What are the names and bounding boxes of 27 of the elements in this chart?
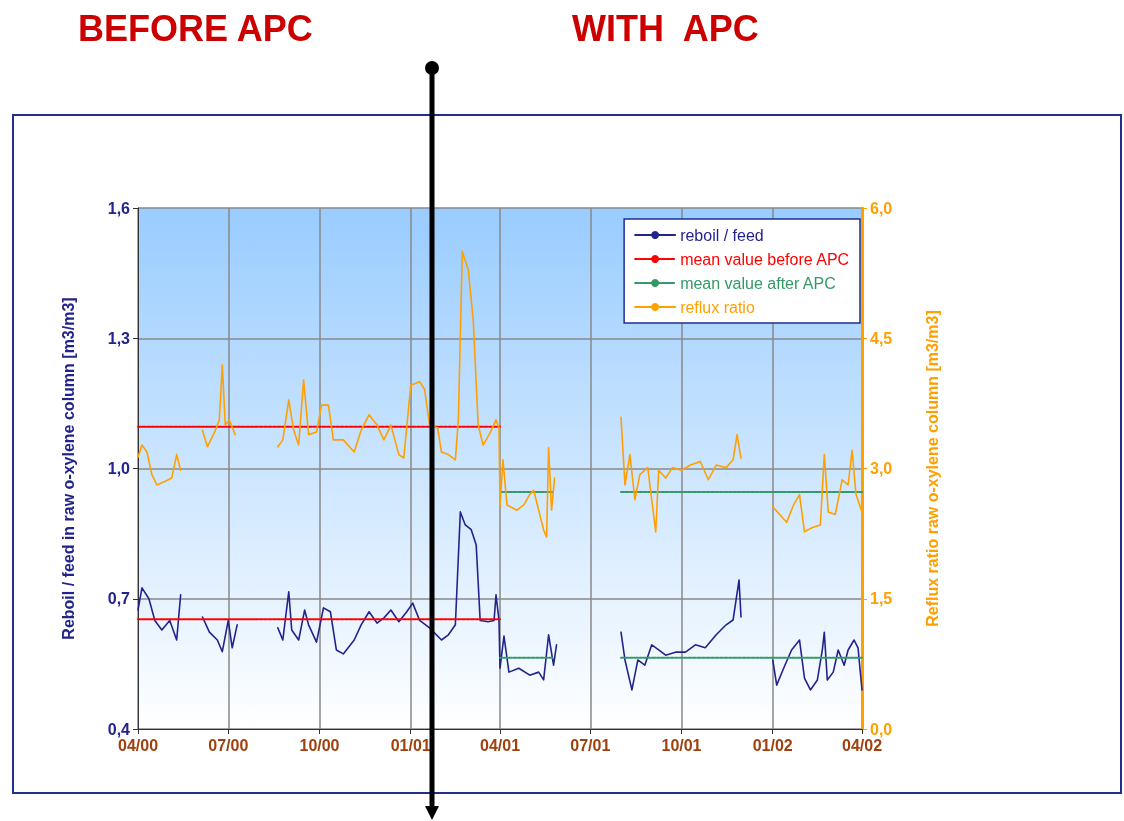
legend-label: reflux ratio xyxy=(680,298,755,316)
y2-tick-label: 6,0 xyxy=(870,199,893,217)
y-tick-label: 1,6 xyxy=(107,199,131,217)
legend-label: mean value after APC xyxy=(680,274,836,292)
x-tick-label: 01/01 xyxy=(390,736,431,754)
y-axis-title: Reboil / feed in raw o-xylene column [m3/m3] xyxy=(59,297,77,640)
x-tick-label: 01/02 xyxy=(752,736,793,754)
x-tick-label: 04/00 xyxy=(117,736,159,754)
x-tick-label: 10/00 xyxy=(299,736,340,754)
x-tick-label: 07/00 xyxy=(208,736,249,754)
y2-tick-label: 4,5 xyxy=(870,329,893,347)
y-tick-label: 1,3 xyxy=(107,329,131,347)
text: BEFORE APC xyxy=(78,8,313,50)
y-tick-label: 0,7 xyxy=(107,590,131,608)
y-tick-label: 0,4 xyxy=(107,720,131,738)
x-tick-label: 04/02 xyxy=(841,736,883,754)
y-tick-label: 1,0 xyxy=(107,460,131,477)
text: WITH APC xyxy=(572,8,759,50)
y2-tick-label: 3,0 xyxy=(870,460,893,477)
x-tick-label: 10/01 xyxy=(661,736,702,754)
legend-label: reboil / feed xyxy=(680,226,764,244)
x-tick-label: 04/01 xyxy=(479,736,521,754)
y2-axis-title: Reflux ratio raw o-xylene column [m3/m3] xyxy=(923,310,941,627)
legend-label: mean value before APC xyxy=(680,250,850,268)
y2-tick-label: 0,0 xyxy=(870,720,893,738)
y2-tick-label: 1,5 xyxy=(870,590,893,608)
x-tick-label: 07/01 xyxy=(570,736,611,754)
